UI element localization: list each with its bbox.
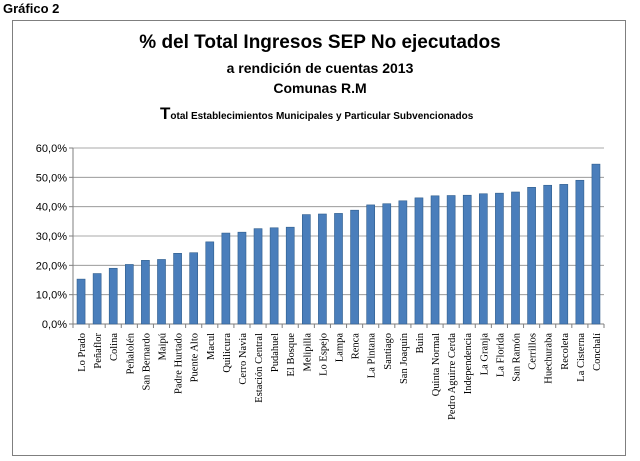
- bar: [301, 214, 311, 325]
- x-tick-label: El Bosque: [286, 333, 297, 377]
- bar: [382, 203, 392, 325]
- x-tick-label: Buin: [415, 332, 426, 353]
- bar: [92, 273, 102, 325]
- bar: [575, 179, 585, 325]
- chart-subtitle-region: Comunas R.M: [273, 80, 367, 96]
- figure-label: Gráfico 2: [3, 1, 60, 16]
- x-tick-label: San Bernardo: [141, 333, 152, 390]
- x-tick-label: Pudahuel: [270, 333, 281, 372]
- y-tick-label: 20,0%: [36, 260, 67, 272]
- bar: [478, 193, 488, 325]
- bar: [559, 184, 569, 325]
- bar: [591, 163, 601, 325]
- y-tick-label: 10,0%: [36, 290, 67, 302]
- x-tick-label: San Joaquín: [399, 332, 410, 384]
- bar: [543, 184, 553, 325]
- x-tick-label: La Florida: [495, 333, 506, 377]
- bar: [253, 228, 263, 325]
- chart-caption-initial: T: [160, 104, 171, 123]
- x-tick-label: La Granja: [479, 333, 490, 376]
- bar: [398, 200, 408, 325]
- x-tick-label: Conchalí: [592, 333, 603, 371]
- x-tick-label: Cerro Navia: [238, 333, 249, 385]
- bar: [511, 191, 520, 325]
- bar: [350, 209, 359, 325]
- x-tick-label: Independencia: [463, 333, 474, 395]
- x-tick-label: Quinta Normal: [431, 333, 442, 396]
- bar: [414, 197, 424, 325]
- x-tick-label: Lo Espejo: [318, 333, 329, 376]
- x-tick-label: Colina: [109, 333, 120, 361]
- bar: [318, 213, 327, 325]
- bar: [189, 252, 199, 325]
- x-tick-label: Puente Alto: [190, 333, 201, 382]
- y-tick-label: 40,0%: [36, 202, 67, 214]
- chart-caption: Total Establecimientos Municipales y Par…: [160, 104, 473, 124]
- chart-caption-text: otal Establecimientos Municipales y Part…: [170, 111, 474, 122]
- x-tick-label: Cerrillos: [528, 333, 539, 370]
- bar: [237, 231, 247, 325]
- x-tick-label: Recoleta: [560, 333, 571, 370]
- bar: [285, 226, 295, 325]
- bar: [141, 260, 150, 325]
- x-tick-label: Lampa: [335, 333, 346, 362]
- bar: [76, 278, 86, 325]
- x-tick-label: Lo Prado: [77, 333, 88, 372]
- x-tick-label: Estación Central: [254, 333, 265, 403]
- bar: [108, 267, 118, 325]
- y-tick-label: 60,0%: [36, 143, 67, 155]
- x-tick-label: Padre Hurtado: [174, 333, 185, 394]
- x-tick-label: Renca: [351, 333, 362, 360]
- chart-subtitle: a rendición de cuentas 2013: [226, 60, 414, 76]
- x-tick-label: Melipilla: [302, 333, 313, 372]
- y-tick-label: 50,0%: [36, 172, 67, 184]
- bar: [221, 232, 231, 325]
- bar: [462, 194, 472, 325]
- y-tick-label: 30,0%: [36, 231, 67, 243]
- x-tick-label: Pedro Aguirre Cerda: [447, 333, 458, 420]
- y-tick-label: 0,0%: [42, 319, 67, 331]
- bar: [157, 259, 166, 325]
- chart-title: % del Total Ingresos SEP No ejecutados: [139, 32, 501, 53]
- bar: [205, 241, 215, 325]
- x-tick-label: La Pintana: [367, 333, 378, 379]
- bar: [446, 195, 456, 325]
- x-tick-label: Huechuraba: [544, 333, 555, 384]
- bar: [269, 227, 279, 325]
- x-tick-label: Santiago: [383, 333, 394, 370]
- x-tick-label: Quilicura: [222, 333, 233, 373]
- bar: [366, 204, 376, 325]
- bar: [495, 192, 504, 325]
- bar: [527, 187, 536, 325]
- bar: [124, 264, 134, 325]
- bar: [430, 195, 440, 325]
- x-tick-label: Peñalolén: [125, 332, 136, 374]
- x-tick-label: La Cisterna: [576, 333, 587, 382]
- x-tick-label: Peñaflor: [93, 333, 104, 369]
- x-tick-label: Maipú: [158, 332, 169, 360]
- x-tick-label: Macul: [206, 333, 217, 360]
- bar: [334, 213, 343, 325]
- x-tick-label: San Ramón: [512, 332, 523, 381]
- bar: [173, 253, 182, 325]
